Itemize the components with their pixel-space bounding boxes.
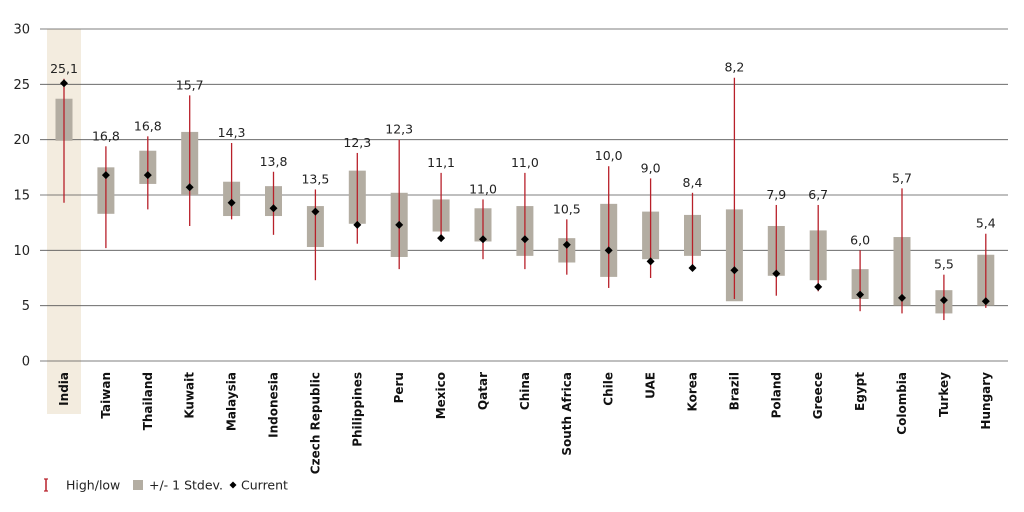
data-label: 6,0 <box>850 232 870 247</box>
current-marker <box>479 235 487 244</box>
data-label: 8,4 <box>683 175 703 190</box>
y-tick-label: 15 <box>13 189 30 204</box>
current-marker <box>395 220 404 229</box>
y-tick-label: 10 <box>13 244 30 259</box>
current-markers <box>60 79 990 306</box>
category-label: Indonesia <box>267 372 281 438</box>
data-label: 16,8 <box>92 128 120 143</box>
current-marker <box>646 257 655 266</box>
category-label: Turkey <box>937 372 951 417</box>
current-marker <box>814 282 823 291</box>
category-label: Taiwan <box>99 372 113 419</box>
high-low-lines <box>63 77 987 321</box>
current-marker <box>898 293 906 302</box>
data-label: 11,1 <box>427 155 455 170</box>
current-marker <box>688 264 697 273</box>
current-marker <box>269 204 278 213</box>
data-label: 5,7 <box>892 170 912 185</box>
category-label: India <box>57 372 71 406</box>
current-marker <box>856 290 865 299</box>
category-label: Chile <box>602 372 616 406</box>
category-label: Egypt <box>853 372 867 411</box>
y-axis-ticks: 0 5 10 15 20 25 30 <box>13 23 30 370</box>
current-marker <box>772 269 781 278</box>
legend-label-high-low: High/low <box>66 478 120 493</box>
category-label: UAE <box>644 372 658 399</box>
data-label: 6,7 <box>808 187 828 202</box>
y-tick-label: 20 <box>13 133 30 148</box>
legend-label-stdev: +/- 1 Stdev. <box>149 478 223 493</box>
current-marker <box>604 246 613 255</box>
data-label: 14,3 <box>218 125 246 140</box>
current-marker <box>143 171 152 180</box>
data-label: 12,3 <box>343 135 371 150</box>
legend: High/low +/- 1 Stdev. Current <box>44 478 288 493</box>
current-marker <box>981 297 990 306</box>
data-label: 5,4 <box>976 216 996 231</box>
data-label: 8,2 <box>724 60 744 75</box>
data-label: 13,8 <box>260 154 288 169</box>
data-label: 12,3 <box>385 122 413 137</box>
category-label: South Africa <box>560 372 574 456</box>
data-label: 11,0 <box>469 181 497 196</box>
category-label: Malaysia <box>225 372 239 431</box>
category-label: Peru <box>392 372 406 403</box>
current-marker <box>939 296 948 305</box>
grey-square-icon <box>133 480 143 490</box>
current-marker <box>101 171 110 180</box>
category-label: Korea <box>686 372 700 412</box>
data-label: 16,8 <box>134 118 162 133</box>
current-marker <box>353 220 362 229</box>
data-label: 11,0 <box>511 155 539 170</box>
category-label: Poland <box>769 372 783 418</box>
current-marker <box>185 183 194 192</box>
category-label: Colombia <box>895 372 909 435</box>
data-label: 15,7 <box>176 77 204 92</box>
y-tick-label: 25 <box>13 78 30 93</box>
current-marker <box>730 266 739 275</box>
category-label: Philippines <box>350 372 364 447</box>
data-label: 13,5 <box>301 171 329 186</box>
category-labels: India Taiwan Thailand Kuwait Malaysia Indones… <box>57 372 993 474</box>
data-label: 25,1 <box>50 61 78 76</box>
category-label: China <box>518 372 532 410</box>
data-label: 9,0 <box>641 160 661 175</box>
category-label: Czech Republic <box>308 372 322 474</box>
category-label: Brazil <box>727 372 741 410</box>
current-marker <box>60 79 68 88</box>
legend-label-current: Current <box>241 478 288 493</box>
category-label: Mexico <box>434 372 448 419</box>
current-marker <box>227 198 236 207</box>
current-marker <box>437 234 446 243</box>
category-label: Qatar <box>476 372 490 410</box>
y-tick-label: 30 <box>13 23 30 38</box>
y-tick-label: 5 <box>22 299 30 314</box>
category-label: Hungary <box>979 372 993 430</box>
data-label: 10,0 <box>595 148 623 163</box>
y-tick-label: 0 <box>22 355 30 370</box>
category-label: Kuwait <box>183 372 197 419</box>
data-label: 7,9 <box>766 187 786 202</box>
data-label: 10,5 <box>553 201 581 216</box>
category-label: Thailand <box>141 372 155 430</box>
current-marker <box>562 240 571 249</box>
data-label: 5,5 <box>934 257 954 272</box>
data-labels: 25,1 16,8 16,8 15,7 14,3 13,8 13,5 12,3 12,3 11,1… <box>50 60 996 272</box>
black-diamond-icon <box>229 481 237 489</box>
current-marker <box>520 235 529 244</box>
current-marker <box>311 207 320 216</box>
category-label: Greece <box>811 372 825 419</box>
